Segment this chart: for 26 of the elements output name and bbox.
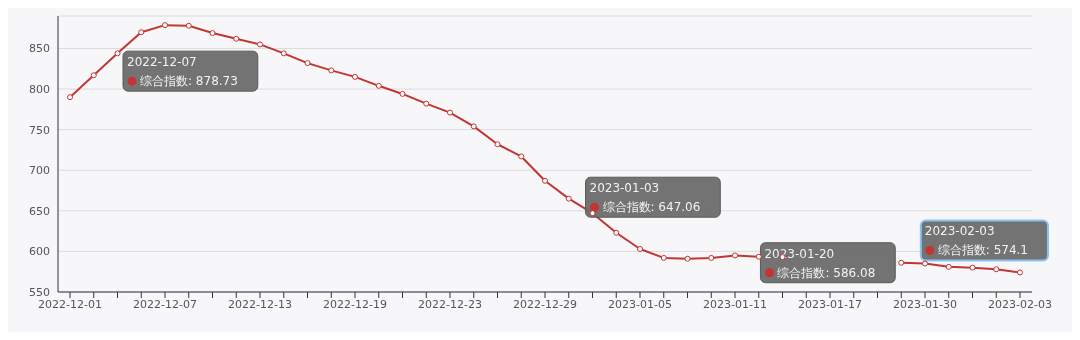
y-tick-label: 850 bbox=[29, 42, 50, 56]
x-tick-label: 2023-01-11 bbox=[703, 297, 767, 311]
x-tick-label: 2022-12-07 bbox=[133, 297, 197, 311]
y-tick-label: 800 bbox=[29, 82, 50, 96]
annotation: 2023-01-03 bbox=[589, 181, 660, 196]
y-tick-label: 650 bbox=[29, 204, 50, 218]
y-tick-label: 700 bbox=[29, 164, 50, 178]
x-tick-label: 2023-01-05 bbox=[608, 297, 672, 311]
annotation: 2023-01-20 bbox=[764, 246, 835, 261]
x-tick-label: 2023-02-03 bbox=[988, 297, 1052, 311]
y-tick-label: 550 bbox=[29, 285, 50, 299]
text: 综合指数: 647.06 bbox=[602, 200, 701, 215]
text: 综合指数: 586.08 bbox=[777, 265, 876, 280]
text: 综合指数: 878.73 bbox=[140, 74, 238, 89]
x-tick-label: 2023-01-17 bbox=[798, 297, 862, 311]
x-tick-label: 2022-12-19 bbox=[323, 297, 387, 311]
x-tick-label: 2022-12-13 bbox=[228, 297, 292, 311]
y-tick-label: 750 bbox=[29, 123, 50, 137]
x-tick-label: 2023-01-30 bbox=[893, 297, 957, 311]
text: 综合指数: 574.1 bbox=[937, 243, 1029, 258]
x-tick-label: 2022-12-29 bbox=[513, 297, 577, 311]
x-tick-label: 2022-12-01 bbox=[38, 297, 102, 311]
x-tick-label: 2022-12-23 bbox=[418, 297, 482, 311]
annotation: 2022-12-07 bbox=[127, 55, 197, 70]
annotation: 2023-02-03 bbox=[924, 224, 995, 239]
y-tick-label: 600 bbox=[29, 245, 50, 259]
